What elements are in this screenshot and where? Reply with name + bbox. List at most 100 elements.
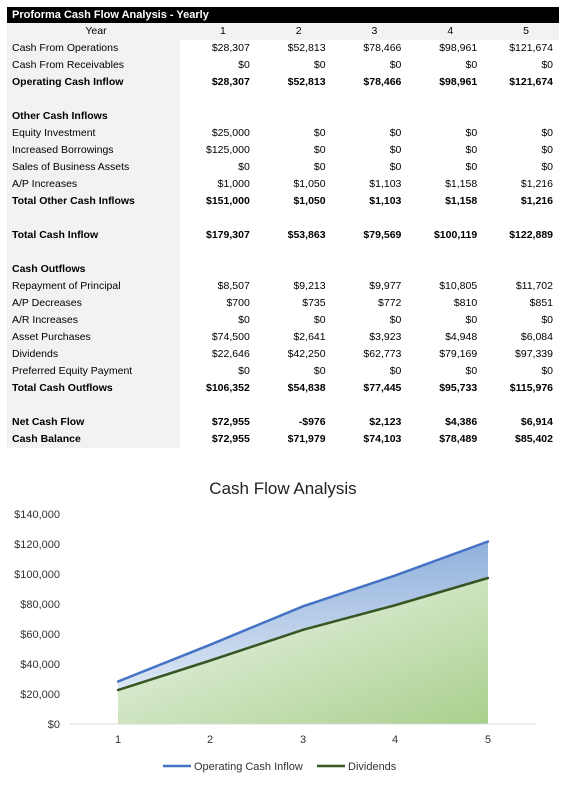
row-label xyxy=(7,210,180,227)
x-tick-label: 4 xyxy=(392,734,398,746)
row-value: $0 xyxy=(465,59,478,71)
y-tick-label: $80,000 xyxy=(20,599,60,611)
header-year: 3 xyxy=(331,23,408,40)
row-value: $0 xyxy=(313,59,326,71)
row-value: $1,103 xyxy=(369,178,402,190)
row-value: $151,000 xyxy=(206,195,250,207)
row-value: $179,307 xyxy=(206,229,250,241)
row-value: $0 xyxy=(541,59,553,71)
row-value: $42,250 xyxy=(287,348,326,360)
row-label: Repayment of Principal xyxy=(7,278,180,295)
table-title: Proforma Cash Flow Analysis - Yearly xyxy=(7,7,559,23)
cash-flow-table: Year 1 2 3 4 5 Cash From Operations $28,307 $52,… xyxy=(7,23,559,448)
table-row: Other Cash Inflows xyxy=(7,108,559,125)
row-value: $22,646 xyxy=(211,348,250,360)
row-value: $1,050 xyxy=(293,195,326,207)
row-value: $0 xyxy=(541,365,553,377)
row-value: $0 xyxy=(313,144,326,156)
row-label xyxy=(7,397,180,414)
table-row: A/R Increases $0 $0 $0 $0 $0 xyxy=(7,312,559,329)
row-value: $74,103 xyxy=(363,433,402,445)
table-row: Asset Purchases $74,500 $2,641 $3,923 $4,948… xyxy=(7,329,559,346)
header-year: 1 xyxy=(180,23,256,40)
row-value: $0 xyxy=(238,59,250,71)
row-value: $52,813 xyxy=(287,42,326,54)
row-label: Increased Borrowings xyxy=(7,142,180,159)
x-tick-label: 1 xyxy=(115,734,121,746)
table-row: A/P Increases $1,000 $1,050 $1,103 $1,158 $1,… xyxy=(7,176,559,193)
table-header-row: Year 1 2 3 4 5 xyxy=(7,23,559,40)
area-operating-cash-inflow xyxy=(118,541,488,691)
row-label: Total Cash Inflow xyxy=(7,227,180,244)
row-value: $74,500 xyxy=(211,331,250,343)
row-label: A/R Increases xyxy=(7,312,180,329)
row-value: $0 xyxy=(313,365,326,377)
row-value: $3,923 xyxy=(369,331,402,343)
row-label: Cash From Receivables xyxy=(7,57,180,74)
row-value: $2,123 xyxy=(369,416,402,428)
header-year: 2 xyxy=(255,23,332,40)
row-value: $0 xyxy=(465,314,478,326)
row-value: $0 xyxy=(389,59,402,71)
row-value: $85,402 xyxy=(515,433,553,445)
point-dividends xyxy=(208,659,212,662)
row-value: $0 xyxy=(541,127,553,139)
row-value: $0 xyxy=(389,314,402,326)
row-value: $0 xyxy=(389,144,402,156)
row-label: Sales of Business Assets xyxy=(7,159,180,176)
row-value: $78,466 xyxy=(363,76,402,88)
area-dividends xyxy=(118,577,488,724)
row-label: Net Cash Flow xyxy=(7,414,180,431)
y-tick-label: $40,000 xyxy=(20,659,60,671)
row-value: $0 xyxy=(313,127,326,139)
row-value: $98,961 xyxy=(439,76,478,88)
row-value: $1,050 xyxy=(293,178,326,190)
row-value: $77,445 xyxy=(363,382,402,394)
y-tick-label: $140,000 xyxy=(14,509,60,521)
y-tick-label: $100,000 xyxy=(14,569,60,581)
row-value: $0 xyxy=(541,144,553,156)
row-value: -$976 xyxy=(298,416,326,428)
row-value: $1,158 xyxy=(445,195,478,207)
point-dividends xyxy=(116,688,120,692)
header-year: 5 xyxy=(483,23,559,40)
row-value: $98,961 xyxy=(439,42,478,54)
row-label: Total Cash Outflows xyxy=(7,380,180,397)
row-label: Operating Cash Inflow xyxy=(7,74,180,91)
row-label: Other Cash Inflows xyxy=(7,108,180,125)
table-row: Total Cash Outflows $106,352 $54,838 $77,44… xyxy=(7,380,559,397)
row-value: $4,386 xyxy=(445,416,478,428)
row-value: $2,641 xyxy=(293,331,326,343)
row-value: $6,914 xyxy=(520,416,553,428)
row-value: $28,307 xyxy=(211,76,250,88)
row-value: $1,158 xyxy=(445,178,478,190)
point-operating-cash-inflow xyxy=(301,605,305,608)
row-value: $125,000 xyxy=(206,144,250,156)
row-value: $0 xyxy=(541,314,553,326)
table-row: Net Cash Flow $72,955 -$976 $2,123 $4,386 $6,… xyxy=(7,414,559,431)
row-value: $9,213 xyxy=(293,280,326,292)
row-label xyxy=(7,244,180,261)
table-row: Equity Investment $25,000 $0 $0 $0 $0 xyxy=(7,125,559,142)
table-row: Operating Cash Inflow $28,307 $52,813 $78,4… xyxy=(7,74,559,91)
row-value: $772 xyxy=(378,297,402,309)
table-row: Cash Outflows xyxy=(7,261,559,278)
row-label xyxy=(7,91,180,108)
chart-title: Cash Flow Analysis xyxy=(209,479,357,498)
row-value: $10,805 xyxy=(439,280,478,292)
row-value: $0 xyxy=(465,127,478,139)
row-value: $735 xyxy=(302,297,326,309)
y-tick-label: $20,000 xyxy=(20,689,60,701)
row-label: Cash Outflows xyxy=(7,261,180,278)
row-value: $106,352 xyxy=(206,382,250,394)
row-value: $122,889 xyxy=(509,229,553,241)
row-value: $53,863 xyxy=(287,229,326,241)
row-value: $121,674 xyxy=(509,42,553,54)
cash-flow-table-region: Proforma Cash Flow Analysis - Yearly Yea… xyxy=(7,7,559,448)
y-tick-label: $60,000 xyxy=(20,629,60,641)
row-value: $115,976 xyxy=(509,382,553,394)
row-value: $72,955 xyxy=(211,433,250,445)
row-label: A/P Increases xyxy=(7,176,180,193)
legend-label-dividends: Dividends xyxy=(348,761,397,773)
